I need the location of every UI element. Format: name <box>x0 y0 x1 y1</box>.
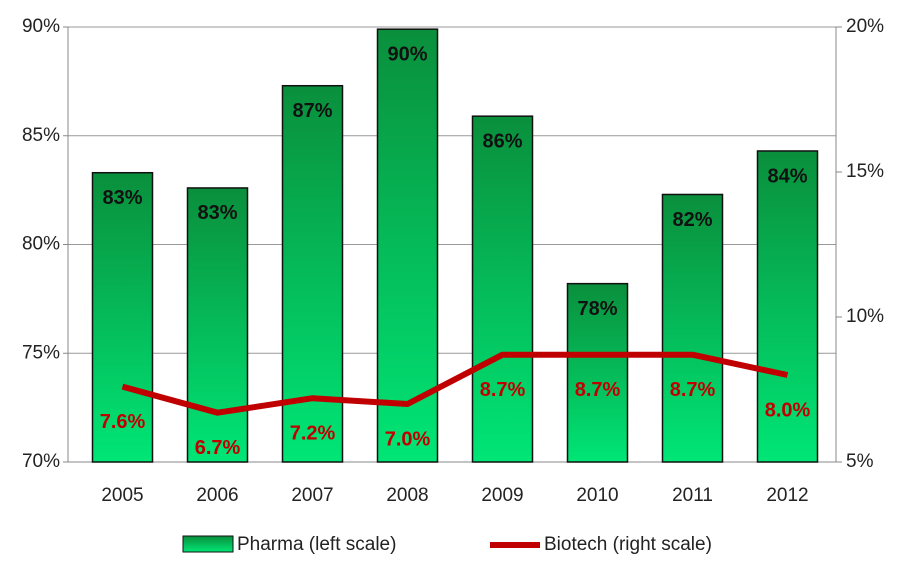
line-value-label: 7.0% <box>385 428 431 450</box>
bar-value-label: 87% <box>292 100 332 122</box>
line-value-label: 7.6% <box>100 411 146 433</box>
bar-value-label: 83% <box>102 187 142 209</box>
bar <box>376 28 439 463</box>
y-tick-label: 90% <box>22 16 60 37</box>
line-value-label: 6.7% <box>195 437 241 459</box>
x-tick-label: 2007 <box>291 485 333 506</box>
bar <box>91 171 154 463</box>
x-tick-label: 2008 <box>386 485 428 506</box>
x-tick-label: 2010 <box>576 485 618 506</box>
bar-value-label: 78% <box>577 298 617 320</box>
bar <box>566 282 629 463</box>
line-value-label: 7.2% <box>290 422 336 444</box>
y2-tick-label: 15% <box>846 161 884 182</box>
bar-value-label: 86% <box>482 130 522 152</box>
x-tick-label: 2005 <box>101 485 143 506</box>
bar-value-label: 84% <box>767 165 807 187</box>
line-value-label: 8.7% <box>480 379 526 401</box>
y2-tick-label: 5% <box>846 451 874 472</box>
bar-value-label: 83% <box>197 202 237 224</box>
x-tick-label: 2006 <box>196 485 238 506</box>
legend-swatch-bar <box>182 535 234 553</box>
bar <box>281 84 344 463</box>
bar <box>661 193 724 463</box>
line-value-label: 8.7% <box>670 379 716 401</box>
y-tick-label: 75% <box>22 342 60 363</box>
x-tick-label: 2011 <box>672 485 713 506</box>
x-tick-label: 2009 <box>481 485 523 506</box>
legend-label: Pharma (left scale) <box>237 534 396 555</box>
bar-value-label: 90% <box>387 43 427 65</box>
line-value-label: 8.0% <box>765 399 811 421</box>
y2-tick-label: 10% <box>846 306 884 327</box>
bar <box>471 115 534 463</box>
y2-tick-label: 20% <box>846 16 884 37</box>
bar-value-label: 82% <box>672 209 712 231</box>
y-tick-label: 80% <box>22 234 60 255</box>
x-tick-label: 2012 <box>766 485 808 506</box>
legend-label: Biotech (right scale) <box>544 534 712 555</box>
line-value-label: 8.7% <box>575 379 621 401</box>
bar <box>186 187 249 463</box>
y-tick-label: 70% <box>22 451 60 472</box>
line <box>121 351 789 416</box>
bar <box>756 150 819 463</box>
y-tick-label: 85% <box>22 125 60 146</box>
